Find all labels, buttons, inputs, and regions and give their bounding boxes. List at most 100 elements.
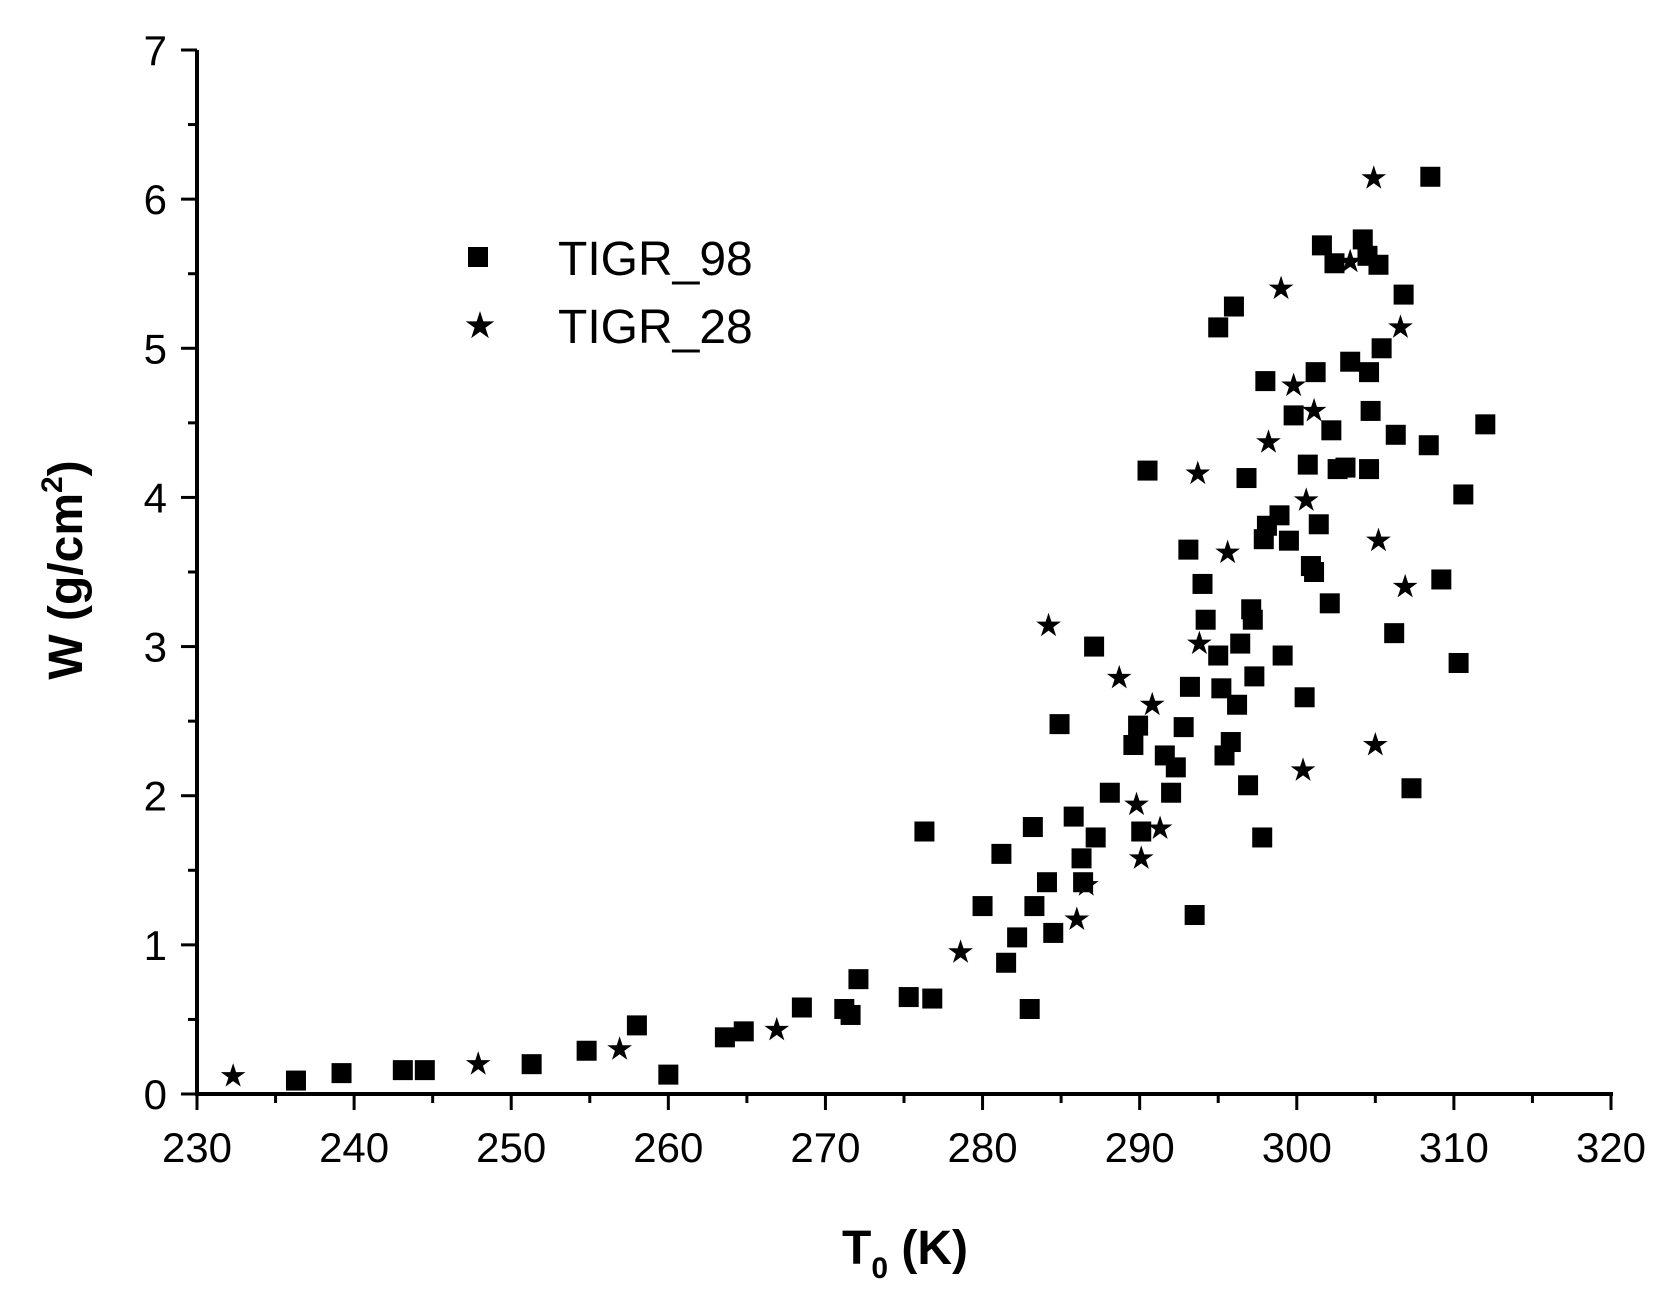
- data-point-square: [1308, 514, 1329, 535]
- data-point-square: [1359, 362, 1380, 383]
- data-point-square: [1128, 715, 1149, 736]
- data-point-square: [898, 987, 919, 1008]
- data-points: [220, 165, 1496, 1091]
- data-point-square: [714, 1027, 735, 1048]
- data-point-square: [1022, 817, 1043, 838]
- data-point-square: [1418, 435, 1439, 456]
- x-tick-label-240: 240: [319, 1124, 389, 1171]
- data-point-square: [1368, 254, 1389, 275]
- data-point-square: [1311, 235, 1332, 256]
- legend-marker-tigr-98: [468, 247, 488, 267]
- data-point-star: [1185, 460, 1211, 485]
- data-point-square: [922, 988, 943, 1009]
- data-point-star: [465, 1051, 491, 1075]
- y-tick-label-1: 1: [144, 922, 167, 969]
- x-tick-label-250: 250: [476, 1124, 546, 1171]
- y-ticks: 0 1 2 3 4 5 6 7: [144, 27, 197, 1118]
- y-tick-label-6: 6: [144, 176, 167, 223]
- data-point-square: [1220, 732, 1241, 753]
- legend-marker-tigr-28: [465, 311, 495, 339]
- data-point-star: [1361, 165, 1387, 189]
- data-point-square: [996, 952, 1017, 973]
- data-point-square: [1297, 454, 1318, 475]
- data-point-square: [1384, 623, 1405, 644]
- data-point-square: [1393, 284, 1414, 305]
- series-tigr-98: [285, 166, 1496, 1091]
- data-point-square: [1236, 468, 1257, 489]
- data-point-square: [1084, 636, 1105, 657]
- data-point-square: [1049, 714, 1070, 735]
- data-point-square: [1242, 609, 1263, 630]
- data-point-square: [1173, 717, 1194, 738]
- data-point-square: [1448, 652, 1469, 673]
- data-point-square: [1269, 505, 1290, 526]
- data-point-square: [1192, 573, 1213, 594]
- y-axis-title-rest: ): [40, 460, 93, 476]
- data-point-square: [1161, 782, 1182, 803]
- data-point-square: [626, 1015, 647, 1036]
- data-point-star: [607, 1036, 632, 1060]
- data-point-star: [1268, 275, 1294, 300]
- data-point-square: [1024, 896, 1045, 917]
- data-point-square: [285, 1070, 306, 1091]
- data-point-square: [1453, 484, 1474, 505]
- data-point-star: [1388, 314, 1413, 338]
- data-point-square: [1272, 645, 1293, 666]
- data-point-square: [1063, 806, 1084, 827]
- data-point-square: [848, 969, 869, 990]
- data-point-square: [991, 843, 1012, 864]
- axes: 230 240 250 260 270 280 290 300 310 320 0 1 2 3 4 5 6 7: [144, 27, 1646, 1171]
- data-point-star: [948, 939, 973, 963]
- data-point-square: [1305, 362, 1326, 383]
- x-tick-label-320: 320: [1576, 1124, 1646, 1171]
- y-tick-label-4: 4: [144, 474, 167, 521]
- data-point-square: [1227, 694, 1248, 715]
- x-tick-label-310: 310: [1419, 1124, 1489, 1171]
- data-point-star: [1036, 612, 1061, 637]
- data-point-square: [1475, 414, 1496, 435]
- data-point-square: [1123, 735, 1144, 756]
- data-point-square: [1137, 460, 1158, 481]
- data-point-square: [791, 997, 812, 1018]
- data-point-square: [1036, 872, 1057, 893]
- data-point-square: [1360, 400, 1381, 421]
- data-point-square: [1352, 229, 1373, 250]
- data-point-star: [1392, 573, 1418, 598]
- data-point-square: [1278, 530, 1299, 551]
- data-point-square: [1335, 457, 1356, 478]
- data-point-square: [1007, 927, 1028, 948]
- y-tick-label-7: 7: [144, 27, 167, 74]
- x-axis-title: T0 (K): [842, 1222, 968, 1285]
- data-point-square: [1401, 778, 1422, 799]
- y-tick-label-0: 0: [144, 1071, 167, 1118]
- legend: TIGR_98 TIGR_28: [465, 233, 753, 354]
- x-tick-label-260: 260: [633, 1124, 703, 1171]
- x-axis-title-main: T: [842, 1222, 871, 1275]
- data-point-star: [1215, 539, 1241, 564]
- data-point-star: [1147, 815, 1173, 840]
- data-point-star: [1124, 791, 1149, 816]
- x-tick-label-280: 280: [948, 1124, 1018, 1171]
- data-point-square: [972, 896, 993, 917]
- data-point-square: [392, 1060, 413, 1081]
- x-tick-label-300: 300: [1262, 1124, 1332, 1171]
- y-tick-label-5: 5: [144, 325, 167, 372]
- data-point-square: [1321, 420, 1342, 441]
- data-point-square: [414, 1060, 435, 1081]
- data-point-square: [1371, 338, 1392, 359]
- data-point-square: [1131, 821, 1152, 842]
- data-point-star: [1064, 906, 1090, 931]
- legend-label-tigr-98: TIGR_98: [558, 233, 753, 286]
- data-point-square: [1184, 905, 1205, 926]
- data-point-star: [1366, 527, 1391, 552]
- data-point-square: [658, 1064, 679, 1085]
- data-point-square: [1324, 253, 1345, 274]
- x-ticks: 230 240 250 260 270 280 290 300 310 320: [162, 1094, 1646, 1171]
- y-tick-label-2: 2: [144, 773, 167, 820]
- data-point-star: [1128, 845, 1154, 869]
- data-point-star: [1301, 397, 1327, 422]
- data-point-square: [1304, 562, 1325, 582]
- data-point-square: [1420, 166, 1441, 187]
- data-point-square: [1223, 296, 1244, 317]
